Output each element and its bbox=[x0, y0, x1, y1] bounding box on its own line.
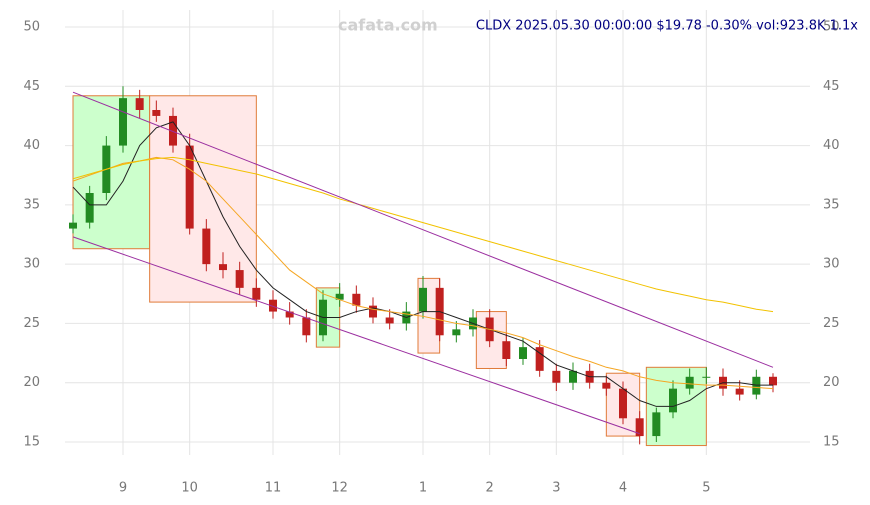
candle-body bbox=[602, 382, 611, 389]
moving-average bbox=[72, 156, 774, 390]
y-tick-label: 15 bbox=[823, 435, 840, 450]
overlays bbox=[72, 91, 774, 435]
y-tick-label: 25 bbox=[823, 316, 840, 331]
y-tick-label: 30 bbox=[23, 257, 40, 272]
candle-body bbox=[302, 317, 311, 336]
candle-body bbox=[235, 270, 244, 288]
candle-body bbox=[752, 376, 761, 395]
x-tick-label: 4 bbox=[619, 481, 627, 496]
y-tick-label: 40 bbox=[23, 138, 40, 153]
x-tick-label: 10 bbox=[181, 481, 198, 496]
moving-average bbox=[72, 156, 774, 313]
watermark: cafata.com bbox=[338, 16, 438, 35]
candle-body bbox=[69, 222, 77, 229]
candle-body bbox=[452, 329, 461, 336]
x-tick-label: 11 bbox=[265, 481, 282, 496]
zone bbox=[149, 95, 257, 303]
candle-body bbox=[569, 370, 577, 383]
x-tick-label: 3 bbox=[552, 481, 560, 496]
candle-body bbox=[252, 287, 261, 300]
candle-body bbox=[619, 388, 627, 419]
candle-body bbox=[652, 412, 661, 437]
trend-line bbox=[72, 91, 774, 368]
candle-body bbox=[669, 388, 677, 413]
y-tick-label: 15 bbox=[23, 435, 40, 450]
y-tick-label: 40 bbox=[823, 138, 840, 153]
candle-body bbox=[335, 293, 344, 300]
candle-body bbox=[552, 370, 561, 383]
x-tick-label: 2 bbox=[486, 481, 494, 496]
y-tick-label: 25 bbox=[23, 316, 40, 331]
candle-body bbox=[135, 98, 144, 110]
candle-body bbox=[219, 264, 227, 271]
candle-body bbox=[202, 228, 211, 265]
candle-body bbox=[519, 347, 527, 359]
candle-body bbox=[702, 376, 711, 378]
candle-body bbox=[685, 376, 694, 389]
trend-line bbox=[72, 236, 640, 435]
candle-body bbox=[152, 110, 161, 116]
y-tick-label: 50 bbox=[823, 20, 840, 35]
y-tick-label: 45 bbox=[823, 79, 840, 94]
moving-average bbox=[72, 121, 773, 407]
y-tick-label: 20 bbox=[23, 375, 40, 390]
candle-body bbox=[735, 388, 744, 395]
candle-body bbox=[369, 305, 377, 318]
x-tick-label: 12 bbox=[331, 481, 348, 496]
candle-body bbox=[352, 293, 361, 306]
candle-body bbox=[185, 145, 194, 229]
candle-body bbox=[419, 287, 427, 312]
x-tick-label: 5 bbox=[702, 481, 710, 496]
candle-body bbox=[119, 98, 127, 146]
candle-body bbox=[635, 418, 644, 437]
y-tick-label: 20 bbox=[823, 375, 840, 390]
candle-body bbox=[169, 115, 177, 146]
zone bbox=[72, 95, 151, 250]
candle-body bbox=[769, 376, 777, 386]
candle-body bbox=[385, 317, 394, 324]
y-tick-label: 35 bbox=[823, 197, 840, 212]
candle-body bbox=[502, 341, 511, 359]
y-tick-label: 50 bbox=[23, 20, 40, 35]
candle-body bbox=[285, 311, 294, 318]
y-tick-label: 30 bbox=[823, 257, 840, 272]
x-tick-label: 1 bbox=[419, 481, 427, 496]
x-tick-label: 9 bbox=[119, 481, 127, 496]
candle-body bbox=[535, 347, 544, 371]
y-tick-label: 35 bbox=[23, 197, 40, 212]
chart-title: CLDX 2025.05.30 00:00:00 $19.78 -0.30% v… bbox=[476, 19, 858, 34]
zones bbox=[72, 95, 707, 447]
y-tick-label: 45 bbox=[23, 79, 40, 94]
candle-body bbox=[85, 193, 94, 223]
candle-body bbox=[269, 299, 277, 312]
